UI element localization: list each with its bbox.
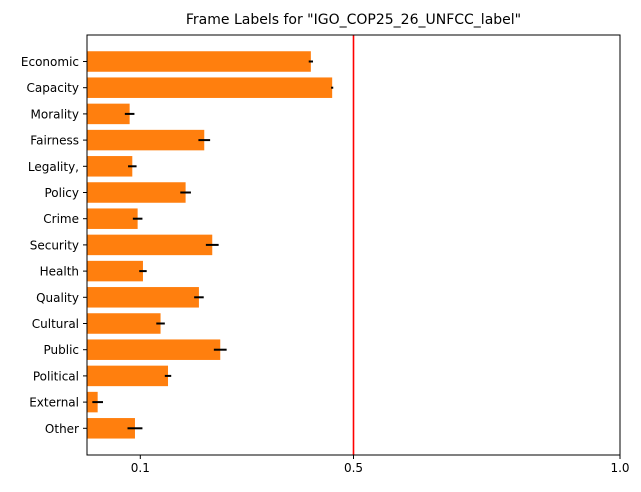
plot-area: Economic Capacity Morality Fairness Legality… [21, 34, 630, 475]
y-tick-label: Fairness [30, 134, 79, 148]
bar [87, 182, 186, 203]
bar [87, 313, 161, 334]
bar [87, 51, 311, 72]
bar [87, 418, 135, 439]
bar [87, 234, 213, 256]
plot-frame [86, 34, 621, 456]
x-tick-label: 0.1 [131, 461, 150, 475]
y-tick-label: Policy [44, 186, 79, 200]
bar [87, 287, 199, 308]
y-tick-label: Other [45, 422, 79, 436]
chart-title: Frame Labels for "IGO_COP25_26_UNFCC_lab… [186, 12, 521, 28]
y-tick-label: Economic [21, 55, 79, 69]
y-tick-label: Public [43, 343, 79, 357]
x-tick-label: 1.0 [610, 461, 629, 475]
y-tick-label: Health [40, 265, 79, 279]
bar [87, 156, 133, 177]
bar [87, 339, 221, 360]
bar [87, 365, 169, 387]
y-tick-label: Security [30, 238, 79, 252]
bar [87, 103, 130, 125]
bar [87, 77, 333, 98]
y-tick-label: Legality, [28, 160, 79, 174]
y-tick-label: Quality [36, 291, 79, 305]
y-tick-label: External [29, 396, 79, 410]
bar [87, 129, 205, 151]
bar [87, 208, 138, 229]
y-tick-label: Morality [31, 107, 79, 121]
y-tick-label: Crime [43, 212, 79, 226]
y-tick-label: Capacity [27, 81, 79, 95]
bar [87, 260, 143, 282]
y-tick-label: Political [33, 369, 79, 383]
y-tick-label: Cultural [32, 317, 79, 331]
x-tick-label: 0.5 [344, 461, 363, 475]
